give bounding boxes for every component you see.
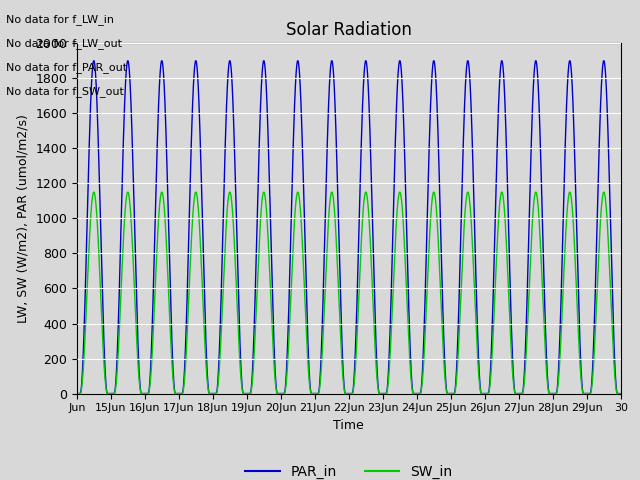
Text: No data for f_SW_out: No data for f_SW_out (6, 86, 124, 97)
PAR_in (338, 333, 346, 339)
PAR_in (92, 71, 99, 76)
Y-axis label: LW, SW (W/m2), PAR (umol/m2/s): LW, SW (W/m2), PAR (umol/m2/s) (17, 114, 29, 323)
PAR_in (473, 309, 481, 314)
Line: PAR_in: PAR_in (77, 61, 621, 394)
SW_in (280, 391, 288, 396)
X-axis label: Time: Time (333, 419, 364, 432)
SW_in (92, 197, 99, 203)
PAR_in (376, 391, 383, 396)
SW_in (473, 341, 481, 347)
SW_in (617, 391, 625, 396)
PAR_in (90, 58, 98, 64)
SW_in (338, 356, 346, 361)
SW_in (376, 391, 383, 396)
SW_in (73, 391, 81, 396)
PAR_in (617, 391, 625, 396)
Legend: PAR_in, SW_in: PAR_in, SW_in (239, 459, 458, 480)
Line: SW_in: SW_in (77, 192, 621, 394)
Text: No data for f_LW_in: No data for f_LW_in (6, 14, 115, 25)
Title: Solar Radiation: Solar Radiation (286, 21, 412, 39)
Text: No data for f_LW_out: No data for f_LW_out (6, 38, 122, 49)
PAR_in (541, 328, 549, 334)
SW_in (541, 353, 549, 359)
Text: No data for f_PAR_out: No data for f_PAR_out (6, 62, 127, 73)
SW_in (90, 189, 98, 195)
PAR_in (73, 391, 81, 396)
PAR_in (280, 391, 288, 396)
